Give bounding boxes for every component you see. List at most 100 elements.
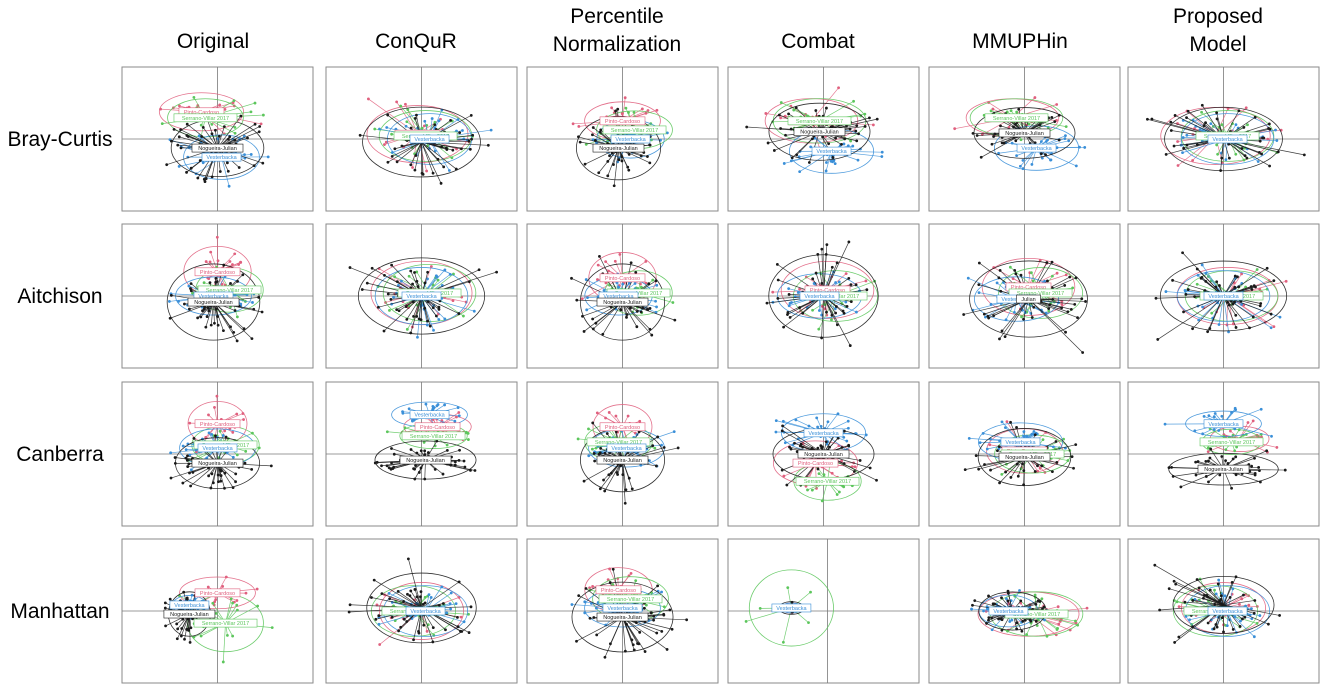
- data-point: [868, 466, 872, 470]
- data-point: [601, 332, 605, 336]
- data-point: [1269, 312, 1273, 316]
- data-point: [846, 144, 850, 148]
- data-point: [1200, 103, 1204, 107]
- data-point: [231, 430, 235, 434]
- study-label: Serrano-Villar 2017: [993, 116, 1040, 122]
- study-label: Serrano-Villar 2017: [410, 434, 457, 440]
- data-point: [435, 275, 439, 279]
- data-point: [1234, 123, 1238, 127]
- data-point: [811, 277, 815, 281]
- data-point: [386, 113, 390, 117]
- data-point: [592, 452, 596, 455]
- data-point: [801, 445, 805, 449]
- data-point: [655, 283, 659, 287]
- data-point: [998, 481, 1001, 485]
- data-point: [1184, 292, 1188, 296]
- data-point: [635, 309, 639, 313]
- study-label-box: [409, 410, 450, 419]
- data-point: [347, 610, 351, 614]
- spoke: [1209, 295, 1224, 329]
- data-point: [989, 109, 993, 113]
- study-label: Nogueira-Julian: [804, 452, 843, 458]
- data-point: [1025, 434, 1029, 438]
- data-point: [395, 100, 399, 104]
- data-point: [235, 603, 239, 607]
- study-label: Vesterbacka: [1021, 146, 1052, 152]
- data-point: [213, 406, 216, 409]
- data-point: [605, 432, 609, 435]
- data-point: [1062, 437, 1065, 441]
- data-point: [252, 307, 256, 311]
- data-point: [655, 108, 659, 112]
- data-point: [1022, 430, 1026, 434]
- data-point: [380, 464, 383, 468]
- data-point: [1201, 129, 1204, 132]
- data-point: [648, 306, 652, 310]
- study-label: Nogueira-Julian: [1005, 131, 1044, 137]
- data-point: [603, 489, 607, 493]
- data-point: [201, 161, 205, 165]
- data-point: [219, 479, 223, 483]
- study-label: Pinto-Cardoso: [420, 425, 455, 431]
- data-point: [801, 311, 805, 315]
- data-point: [1198, 128, 1202, 131]
- data-point: [798, 287, 801, 291]
- data-point: [1055, 461, 1059, 464]
- data-point: [1064, 125, 1068, 129]
- data-point: [766, 141, 770, 145]
- data-point: [441, 602, 445, 605]
- data-point: [472, 309, 476, 313]
- data-point: [789, 159, 793, 163]
- data-point: [1009, 476, 1013, 479]
- data-point: [977, 283, 981, 287]
- study-label-box: [409, 134, 450, 144]
- study-label-box: [787, 116, 852, 126]
- data-point: [1220, 156, 1224, 160]
- data-point: [1060, 303, 1064, 306]
- data-point: [1146, 117, 1149, 121]
- data-point: [619, 308, 623, 312]
- data-point: [842, 311, 846, 315]
- study-label-box: [187, 297, 240, 307]
- data-point: [1217, 323, 1221, 326]
- data-point: [849, 139, 853, 143]
- spoke: [999, 298, 1029, 340]
- data-point: [201, 126, 205, 129]
- data-point: [967, 436, 971, 440]
- data-point: [1227, 156, 1231, 160]
- column-title-5-line-1: Model: [1189, 33, 1246, 56]
- study-label-box: [194, 588, 241, 598]
- data-point: [222, 329, 225, 333]
- data-point: [817, 327, 821, 331]
- data-point: [591, 133, 594, 137]
- data-point: [1181, 136, 1185, 139]
- data-point: [1283, 468, 1287, 472]
- data-point: [165, 163, 169, 167]
- data-point: [617, 158, 621, 162]
- data-point: [1031, 279, 1035, 283]
- data-point: [627, 168, 631, 172]
- data-point: [637, 642, 641, 646]
- data-point: [1051, 470, 1054, 474]
- data-point: [1202, 124, 1206, 127]
- data-point: [1021, 158, 1025, 162]
- data-point: [790, 156, 794, 160]
- data-point: [400, 279, 403, 283]
- data-point: [630, 487, 634, 491]
- data-point: [643, 650, 647, 653]
- data-point: [426, 270, 430, 274]
- data-point: [419, 449, 423, 453]
- spoke: [213, 301, 224, 331]
- data-point: [220, 282, 224, 286]
- study-label: Pinto-Cardoso: [605, 425, 640, 431]
- study-label: Vesterbacka: [174, 603, 205, 609]
- study-label-box: [596, 297, 649, 307]
- data-point: [442, 165, 446, 169]
- data-point: [828, 445, 831, 449]
- data-point: [415, 113, 418, 117]
- study-label: Pinto-Cardoso: [810, 288, 845, 294]
- data-point: [604, 416, 607, 420]
- data-point: [1206, 446, 1210, 450]
- data-point: [431, 306, 435, 310]
- data-point: [407, 274, 411, 278]
